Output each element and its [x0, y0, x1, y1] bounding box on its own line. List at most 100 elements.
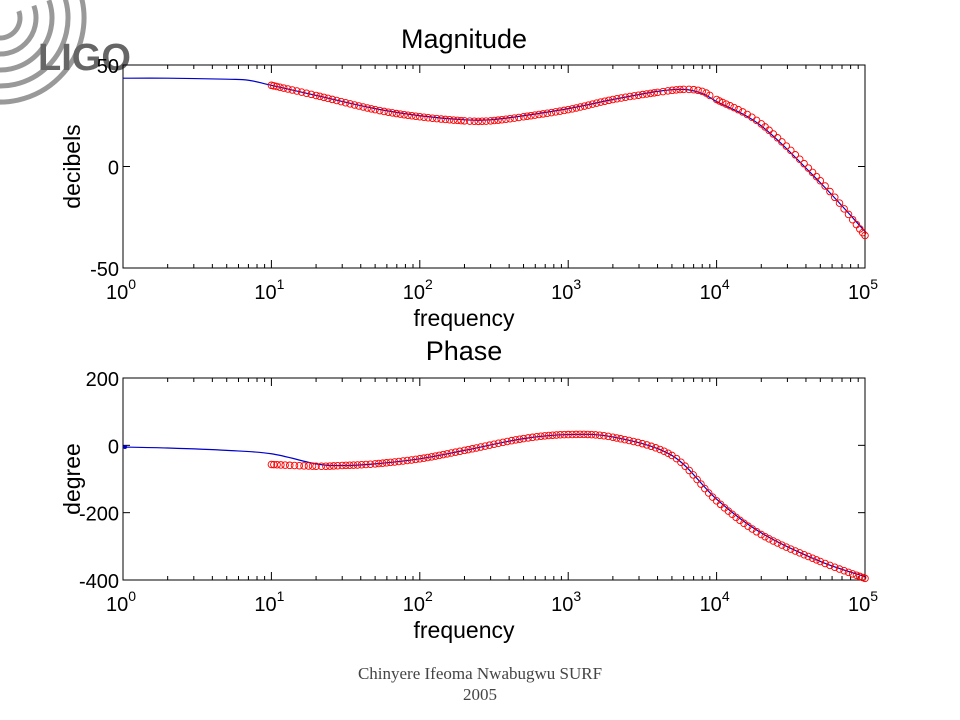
data-point — [595, 431, 604, 439]
data-point — [288, 86, 297, 94]
data-point — [704, 489, 713, 497]
data-point — [474, 117, 483, 126]
data-point — [390, 458, 399, 466]
data-point — [625, 436, 633, 445]
data-point — [681, 462, 689, 470]
data-point — [380, 107, 388, 116]
data-point — [445, 116, 454, 124]
data-point — [342, 461, 350, 470]
data-point — [281, 461, 289, 469]
data-point — [800, 550, 808, 559]
data-point — [693, 475, 701, 484]
data-point — [400, 110, 408, 119]
logo-arc — [0, 4, 39, 57]
data-point — [328, 95, 337, 104]
data-point — [642, 90, 651, 98]
data-point — [638, 439, 647, 448]
data-point — [547, 108, 556, 117]
data-point — [844, 568, 853, 577]
data-point — [773, 539, 782, 547]
data-point — [416, 455, 424, 463]
data-point — [460, 446, 469, 455]
data-point — [757, 530, 766, 539]
data-point — [427, 453, 436, 461]
data-point — [544, 431, 553, 440]
data-point — [689, 85, 698, 94]
data-point — [698, 87, 706, 96]
data-point — [664, 449, 672, 458]
data-point — [689, 471, 697, 479]
data-point — [490, 440, 498, 448]
data-point — [861, 574, 869, 583]
footer-year: 2005 — [463, 685, 497, 704]
data-point — [515, 113, 523, 122]
data-point — [333, 461, 342, 470]
data-point — [650, 89, 658, 97]
data-point — [408, 112, 416, 120]
data-point — [643, 441, 651, 449]
data-point — [821, 182, 829, 190]
data-point — [357, 461, 366, 469]
data-point — [332, 96, 341, 105]
data-point — [476, 443, 485, 451]
data-point — [329, 462, 338, 470]
y-axis-label: decibels — [59, 124, 85, 208]
data-point — [338, 461, 346, 470]
data-point — [392, 109, 401, 118]
data-point — [551, 108, 560, 116]
data-point — [388, 109, 397, 117]
data-point — [773, 134, 782, 142]
data-point — [502, 115, 510, 123]
data-point — [435, 451, 444, 460]
data-point — [346, 100, 354, 108]
data-point — [808, 554, 817, 562]
data-point — [378, 459, 387, 467]
data-point — [363, 104, 372, 112]
data-point — [297, 88, 306, 96]
data-point — [629, 437, 638, 446]
data-point — [621, 435, 629, 444]
data-point — [528, 433, 537, 442]
data-point — [609, 95, 617, 104]
data-point — [616, 435, 625, 443]
data-point — [428, 114, 437, 122]
data-point — [494, 116, 502, 124]
data-point — [752, 116, 761, 125]
x-tick-label: 103 — [551, 276, 581, 304]
data-point — [531, 111, 539, 119]
data-point — [621, 93, 630, 101]
data-point — [552, 431, 561, 439]
data-point — [503, 437, 512, 446]
chart-magnitude: Magnitude frequency decibels -50 0 50 100 101 10… — [59, 24, 878, 331]
x-tick-label: 101 — [254, 276, 284, 304]
data-point — [572, 430, 580, 439]
data-point — [464, 445, 473, 454]
data-point — [341, 98, 350, 107]
data-point — [835, 199, 844, 207]
data-point — [601, 97, 609, 105]
data-point — [651, 444, 660, 452]
data-point — [457, 116, 465, 125]
data-point — [478, 117, 486, 126]
data-point — [322, 462, 330, 470]
data-point — [600, 431, 608, 440]
data-point — [778, 138, 786, 146]
logo-arc — [0, 10, 23, 41]
data-point — [395, 457, 403, 466]
data-point — [572, 104, 581, 112]
data-point — [337, 97, 345, 106]
data-point — [412, 112, 420, 121]
data-point — [411, 455, 420, 464]
data-point — [861, 231, 869, 240]
data-point — [576, 430, 584, 439]
data-point — [272, 82, 281, 91]
data-point — [527, 111, 535, 120]
data-point — [738, 108, 747, 116]
x-tick-label: 105 — [848, 588, 878, 616]
data-point — [816, 176, 825, 185]
data-point — [308, 462, 317, 470]
data-point — [284, 85, 292, 93]
logo-arc — [0, 0, 71, 89]
data-point — [761, 532, 769, 541]
data-point — [396, 110, 405, 118]
